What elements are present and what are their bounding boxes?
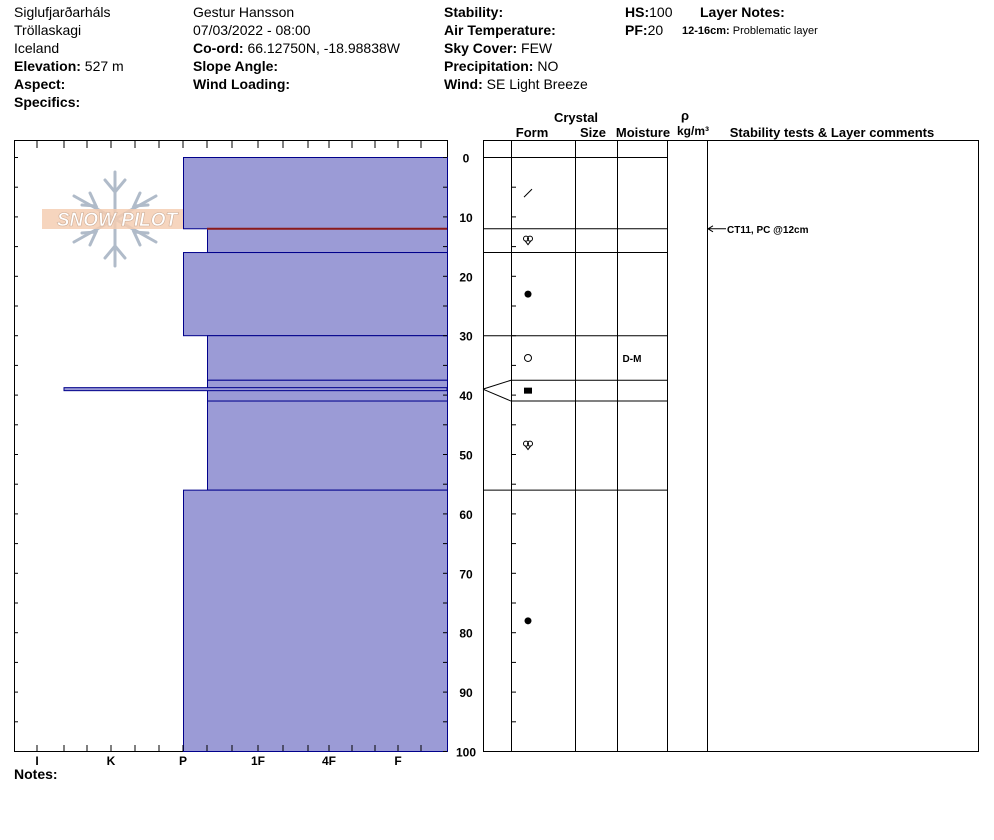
depth-label: 50 bbox=[459, 449, 473, 463]
depth-label: 90 bbox=[459, 686, 473, 700]
precip-value: NO bbox=[537, 58, 559, 74]
wind-value: SE Light Breeze bbox=[486, 76, 588, 92]
sky-label: Sky Cover: bbox=[444, 40, 518, 56]
depth-label: 100 bbox=[456, 746, 476, 760]
elevation-value: 527 m bbox=[84, 58, 124, 74]
hardness-label: K bbox=[107, 754, 116, 768]
ice-crust-connector bbox=[482, 379, 512, 402]
melt-form-icon bbox=[524, 290, 532, 298]
location-country: Iceland bbox=[14, 40, 60, 56]
faceted-rounded-icon bbox=[523, 235, 533, 246]
layer-note: 12-16cm: Problematic layer bbox=[682, 22, 818, 40]
pf-row: PF:20 bbox=[625, 21, 663, 39]
density-unit: kg/m³ bbox=[677, 124, 709, 138]
depth-label: 20 bbox=[459, 270, 473, 284]
hardness-label: F bbox=[394, 754, 401, 768]
layer-bar bbox=[207, 335, 448, 381]
location-name: Siglufjarðarháls bbox=[14, 4, 111, 20]
facet-triangle bbox=[524, 445, 532, 451]
hs-value: 100 bbox=[649, 4, 673, 20]
stability-tests-header: Stability tests & Layer comments bbox=[730, 125, 934, 140]
density-symbol: ρ bbox=[681, 108, 689, 123]
notes-label: Notes: bbox=[14, 766, 58, 782]
facet-triangle bbox=[524, 240, 532, 246]
depth-label: 70 bbox=[459, 567, 473, 581]
precip-stroke bbox=[523, 188, 533, 198]
depth-label: 0 bbox=[463, 152, 470, 166]
melt-form-icon bbox=[524, 617, 532, 625]
observation-datetime: 07/03/2022 - 08:00 bbox=[193, 22, 311, 38]
ice-square bbox=[524, 387, 532, 394]
slope-angle-label: Slope Angle: bbox=[193, 58, 279, 74]
pf-value: 20 bbox=[647, 22, 664, 38]
coord-value: 66.12750N, -18.98838W bbox=[247, 40, 400, 56]
elevation-label: Elevation: bbox=[14, 58, 81, 74]
layer-bar bbox=[183, 157, 448, 230]
coord-row: Co-ord: 66.12750N, -18.98838W bbox=[193, 39, 400, 57]
depth-ticks: 0 10 20 30 40 50 60 70 80 90 100 bbox=[14, 141, 516, 760]
table-rows bbox=[482, 157, 667, 491]
moisture-value: D-M bbox=[623, 354, 642, 365]
hardness-label: I bbox=[35, 754, 38, 768]
aspect-label: Aspect: bbox=[14, 76, 66, 92]
layer-bar bbox=[207, 228, 448, 254]
observer-name: Gestur Hansson bbox=[193, 4, 295, 20]
size-header: Size bbox=[580, 125, 606, 140]
depth-label: 30 bbox=[459, 330, 473, 344]
hardness-label: 4F bbox=[322, 754, 336, 768]
watermark-text: SNOW PILOT bbox=[57, 210, 179, 231]
stability-arrow bbox=[707, 225, 726, 233]
hs-row: HS:100 bbox=[625, 3, 672, 21]
ice-crust-bar bbox=[63, 387, 448, 392]
precip-particles-icon bbox=[523, 188, 533, 198]
layer-notes-label: Layer Notes: bbox=[700, 4, 785, 20]
hardness-label: 1F bbox=[251, 754, 265, 768]
layer-bar bbox=[207, 400, 448, 491]
form-header: Form bbox=[516, 125, 549, 140]
depth-label: 40 bbox=[459, 389, 473, 403]
crystal-header: Crystal bbox=[554, 110, 598, 125]
faceted-rounded-icon bbox=[523, 440, 533, 451]
hardness-layers bbox=[63, 157, 448, 752]
wind-label: Wind: bbox=[444, 76, 483, 92]
precip-label: Precipitation: bbox=[444, 58, 534, 74]
snowpilot-watermark: SNOW PILOT bbox=[42, 170, 192, 268]
layer-table: D-M CT11, PC @12cm bbox=[482, 140, 979, 752]
location-region: Tröllaskagi bbox=[14, 22, 82, 38]
stability-label: Stability: bbox=[444, 4, 504, 20]
melt-dot bbox=[524, 290, 532, 298]
table-frame bbox=[483, 140, 979, 752]
precip-row: Precipitation: NO bbox=[444, 57, 558, 75]
sky-row: Sky Cover: FEW bbox=[444, 39, 552, 57]
ice-layer-icon bbox=[524, 387, 532, 394]
depth-label: 60 bbox=[459, 508, 473, 522]
air-temp-label: Air Temperature: bbox=[444, 22, 556, 38]
stability-test-text: CT11, PC @12cm bbox=[727, 225, 809, 236]
layer-note-text: Problematic layer bbox=[732, 25, 818, 37]
table-symbols: D-M CT11, PC @12cm bbox=[523, 188, 809, 625]
depth-label: 10 bbox=[459, 211, 473, 225]
hs-label: HS: bbox=[625, 4, 650, 20]
pf-label: PF: bbox=[625, 22, 648, 38]
layer-bar bbox=[183, 489, 448, 752]
sky-value: FEW bbox=[521, 40, 553, 56]
hardness-axis: I K P 1F 4F F bbox=[35, 754, 401, 768]
melt-dot bbox=[524, 617, 532, 625]
hardness-label: P bbox=[179, 754, 187, 768]
round-circle bbox=[524, 353, 532, 362]
moisture-header: Moisture bbox=[616, 125, 670, 140]
wind-loading-label: Wind Loading: bbox=[193, 76, 291, 92]
layer-note-range: 12-16cm: bbox=[682, 25, 730, 37]
wind-row: Wind: SE Light Breeze bbox=[444, 75, 588, 93]
coord-label: Co-ord: bbox=[193, 40, 244, 56]
rounded-grains-icon bbox=[524, 353, 532, 362]
watermark-band bbox=[42, 209, 192, 229]
specifics-label: Specifics: bbox=[14, 94, 81, 110]
depth-label: 80 bbox=[459, 627, 473, 641]
layer-bar bbox=[183, 252, 448, 337]
elevation-row: Elevation: 527 m bbox=[14, 57, 124, 75]
